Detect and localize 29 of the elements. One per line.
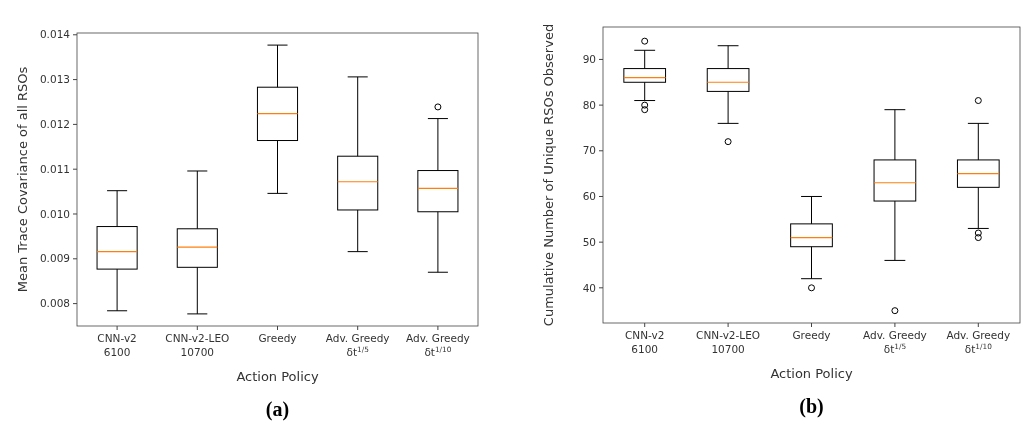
y-tick-label: 90 <box>582 53 596 66</box>
x-tick-label: Greedy <box>258 332 297 344</box>
y-tick-label: 40 <box>582 281 596 294</box>
y-axis-title: Cumulative Number of Unique RSOs Observed <box>541 23 556 327</box>
x-tick-label: Greedy <box>792 329 831 341</box>
x-tick-label: CNN-v2-LEO 10700 <box>696 329 761 355</box>
x-tick-label: Adv. Greedy δt$^{1/10}$ <box>946 329 1011 355</box>
y-tick-label: 60 <box>582 190 596 203</box>
x-tick-label: CNN-v2 6100 <box>97 332 137 358</box>
y-tick-label: 0.012 <box>39 118 70 131</box>
y-tick-label: 0.008 <box>39 297 70 310</box>
text: (a) <box>265 398 290 421</box>
text: (b) <box>799 395 824 418</box>
y-tick-label: 0.011 <box>39 162 70 175</box>
y-tick-label: 0.009 <box>39 252 70 265</box>
y-tick-label: 80 <box>582 98 596 111</box>
x-tick-label: CNN-v2 6100 <box>624 329 665 355</box>
x-tick-label: CNN-v2-LEO 10700 <box>165 332 230 358</box>
x-axis-title: Action Policy <box>236 369 319 384</box>
x-tick-label: Adv. Greedy δt$^{1/5}$ <box>863 329 927 355</box>
y-tick-label: 0.013 <box>39 73 70 86</box>
x-tick-label: Adv. Greedy δt$^{1/10}$ <box>406 332 470 358</box>
y-tick-label: 70 <box>582 144 596 157</box>
y-tick-label: 0.010 <box>39 207 70 220</box>
y-tick-label: 0.014 <box>39 28 71 41</box>
y-tick-label: 50 <box>582 235 596 248</box>
x-axis-title: Action Policy <box>770 366 853 381</box>
x-tick-label: Adv. Greedy δt$^{1/5}$ <box>325 332 390 358</box>
y-axis-title: Mean Trace Covariance of all RSOs <box>15 66 30 293</box>
